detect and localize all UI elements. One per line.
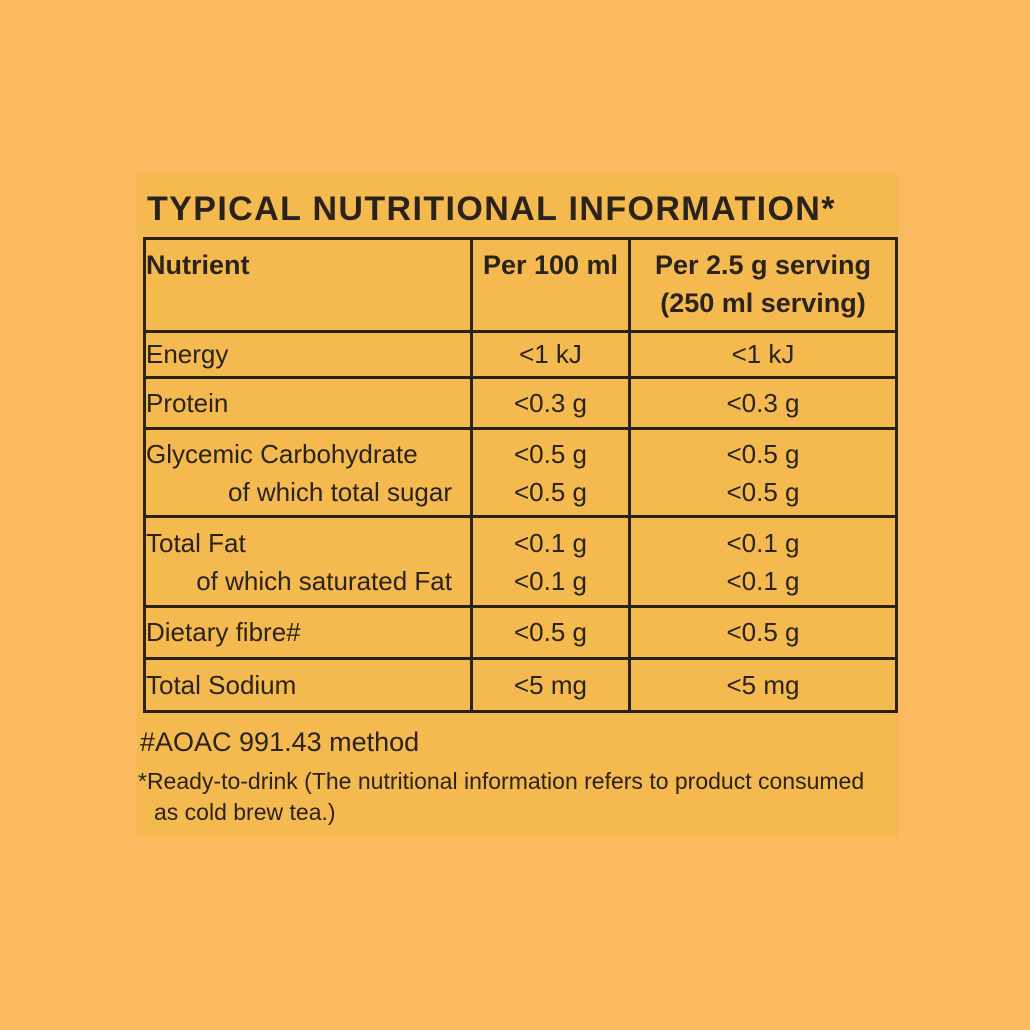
footnote-method: #AOAC 991.43 method: [140, 727, 420, 757]
header-per-100ml: Per 100 ml: [470, 237, 631, 333]
per-serving-value: <5 mg: [628, 657, 898, 713]
nutrient-label: Total Fat of which saturated Fat: [143, 515, 473, 608]
per-100ml-value: <0.3 g: [470, 376, 631, 430]
nutrient-label: Protein: [143, 376, 473, 430]
per-serving-value: <1 kJ: [628, 330, 898, 379]
table-row-fibre: Dietary fibre# <0.5 g <0.5 g: [143, 605, 898, 660]
table-row-fat: Total Fat of which saturated Fat <0.1 g …: [143, 515, 898, 608]
per-serving-value: <0.3 g: [628, 376, 898, 430]
per-100ml-value: <1 kJ: [470, 330, 631, 379]
value-line: <0.1 g: [726, 565, 800, 596]
per-100ml-value: <0.5 g: [470, 605, 631, 660]
table-row-protein: Protein <0.3 g <0.3 g: [143, 376, 898, 430]
nutrient-label: Glycemic Carbohydrate of which total sug…: [143, 427, 473, 518]
value-line: <0.5 g: [513, 476, 587, 507]
per-100ml-value: <5 mg: [470, 657, 631, 713]
value-line: <0.5 g: [726, 438, 800, 469]
value-line: <0.1 g: [726, 527, 800, 558]
table-row-carbohydrate: Glycemic Carbohydrate of which total sug…: [143, 427, 898, 518]
per-serving-value: <0.5 g: [628, 605, 898, 660]
nutrient-label-main: Glycemic Carbohydrate: [146, 438, 418, 469]
nutrient-label: Energy: [143, 330, 473, 379]
footnote-ready-line2: as cold brew tea.): [154, 799, 336, 825]
table-row-energy: Energy <1 kJ <1 kJ: [143, 330, 898, 379]
header-nutrient: Nutrient: [143, 237, 473, 333]
table-row-sodium: Total Sodium <5 mg <5 mg: [143, 657, 898, 713]
nutrition-table: Nutrient Per 100 ml Per 2.5 g serving (2…: [143, 237, 898, 713]
nutrient-label-sub: of which total sugar: [227, 476, 452, 507]
nutrient-label-sub: of which saturated Fat: [196, 565, 452, 596]
footnote-ready-line1: *Ready-to-drink (The nutritional informa…: [138, 768, 865, 794]
table-header-row: Nutrient Per 100 ml Per 2.5 g serving (2…: [143, 237, 898, 333]
value-line: <0.1 g: [513, 565, 587, 596]
header-per-serving-line1: Per 2.5 g serving: [654, 250, 872, 280]
per-100ml-value: <0.5 g <0.5 g: [470, 427, 631, 518]
header-per-serving-line2: (250 ml serving): [660, 288, 866, 318]
value-line: <0.1 g: [513, 527, 587, 558]
nutrient-label: Dietary fibre#: [143, 605, 473, 660]
page-title: TYPICAL NUTRITIONAL INFORMATION*: [147, 190, 836, 228]
per-serving-value: <0.5 g <0.5 g: [628, 427, 898, 518]
value-line: <0.5 g: [726, 476, 800, 507]
per-100ml-value: <0.1 g <0.1 g: [470, 515, 631, 608]
header-per-serving: Per 2.5 g serving (250 ml serving): [628, 237, 898, 333]
nutrient-label: Total Sodium: [143, 657, 473, 713]
nutrient-label-main: Total Fat: [146, 527, 246, 558]
value-line: <0.5 g: [513, 438, 587, 469]
per-serving-value: <0.1 g <0.1 g: [628, 515, 898, 608]
